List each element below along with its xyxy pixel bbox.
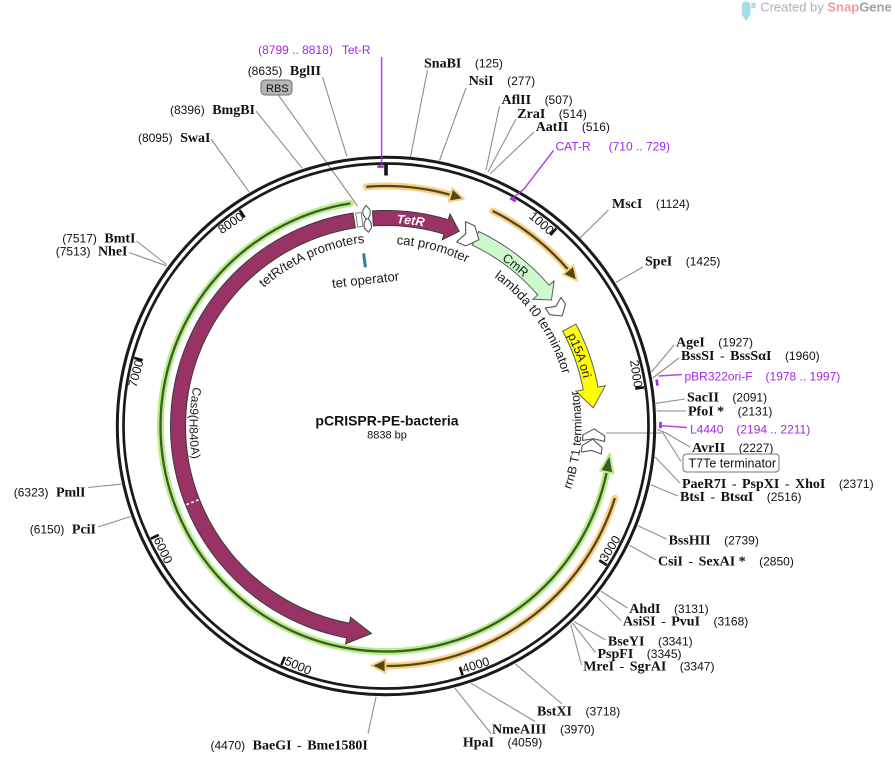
svg-text:(6323)PmlI: (6323) PmlI — [14, 486, 86, 501]
svg-text:Cas9(H840A): Cas9(H840A) — [186, 386, 204, 459]
svg-text:T7Te terminator: T7Te terminator — [689, 456, 777, 470]
svg-text:NsiI(277): NsiI (277) — [469, 74, 535, 89]
svg-text:PfoI *(2131): PfoI * (2131) — [688, 405, 772, 420]
svg-text:AflII(507): AflII (507) — [502, 93, 573, 108]
svg-text:CsiI-SexAI *(2850): CsiI - SexAI * (2850) — [658, 555, 794, 570]
svg-text:BssHII(2739): BssHII (2739) — [669, 534, 759, 549]
svg-text:ZraI(514): ZraI (514) — [517, 107, 587, 122]
svg-text:HpaI(4059): HpaI (4059) — [463, 736, 542, 751]
svg-text:BtsI-BtsαI(2516): BtsI - BtsαI (2516) — [680, 490, 801, 505]
svg-text:SnaBI(125): SnaBI (125) — [424, 56, 503, 71]
svg-text:2000: 2000 — [627, 359, 645, 389]
svg-text:RBS: RBS — [266, 83, 289, 95]
svg-text:8838 bp: 8838 bp — [367, 430, 407, 442]
svg-text:(8799 .. 8818)Tet-R: (8799 .. 8818) Tet-R — [258, 43, 371, 57]
svg-text:AsiSI-PvuI(3168): AsiSI - PvuI (3168) — [623, 615, 748, 630]
svg-text:CAT-R(710 .. 729): CAT-R (710 .. 729) — [556, 140, 670, 154]
svg-text:TetR: TetR — [396, 212, 425, 229]
svg-text:NmeAIII(3970): NmeAIII (3970) — [492, 723, 595, 738]
svg-text:(8095)SwaI: (8095) SwaI — [138, 131, 211, 146]
svg-text:PaeR7I-PspXI-XhoI(2371): PaeR7I - PspXI - XhoI (2371) — [682, 477, 874, 492]
svg-text:AvrII(2227): AvrII (2227) — [692, 441, 773, 456]
svg-text:AatII(516): AatII (516) — [536, 120, 610, 135]
svg-text:Created by: Created by — [760, 0, 824, 14]
svg-text:MreI-SgrAI(3347): MreI - SgrAI (3347) — [583, 660, 714, 675]
svg-text:AhdI(3131): AhdI (3131) — [629, 602, 708, 617]
svg-text:pCRISPR-PE-bacteria: pCRISPR-PE-bacteria — [315, 413, 458, 429]
svg-text:SpeI(1425): SpeI (1425) — [645, 255, 720, 270]
svg-text:L4440(2194 .. 2211): L4440 (2194 .. 2211) — [690, 423, 810, 437]
svg-text:(7517)BmtI: (7517) BmtI — [62, 232, 135, 247]
svg-text:BstXI(3718): BstXI (3718) — [537, 705, 620, 720]
svg-text:(8396)BmgBI: (8396) BmgBI — [170, 103, 255, 118]
svg-text:BseYI(3341): BseYI (3341) — [608, 635, 693, 650]
svg-text:(6150)PciI: (6150) PciI — [30, 523, 96, 538]
svg-text:(8635)BglII: (8635) BglII — [248, 64, 321, 79]
svg-text:SacII(2091): SacII (2091) — [687, 391, 767, 406]
svg-text:PspFI(3345): PspFI (3345) — [598, 647, 682, 662]
svg-text:MscI(1124): MscI (1124) — [612, 197, 690, 212]
svg-text:SnapGene: SnapGene — [827, 0, 891, 14]
svg-text:AgeI(1927): AgeI (1927) — [676, 336, 753, 351]
svg-text:(7513)NheI: (7513) NheI — [56, 245, 128, 260]
svg-text:(4470)BaeGI-Bme1580I: (4470) BaeGI - Bme1580I — [210, 739, 367, 754]
svg-text:BssSI-BssSαI(1960): BssSI - BssSαI (1960) — [681, 349, 820, 364]
